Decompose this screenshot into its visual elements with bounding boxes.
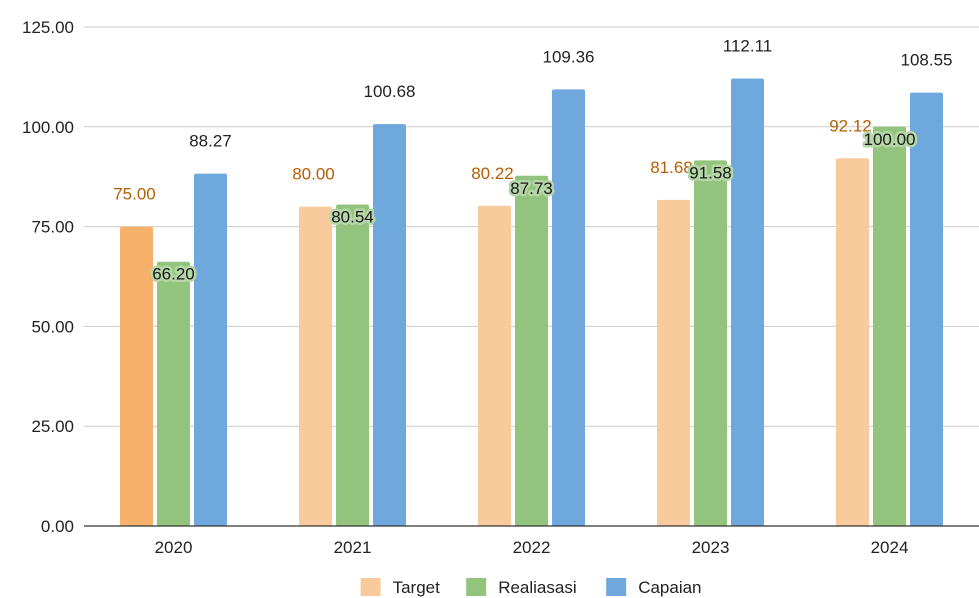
bar-target-2020 (120, 226, 153, 526)
bar-realiasasi-2020 (157, 261, 190, 526)
bar-target-2024 (836, 158, 869, 526)
data-labels: 75.00 66.20 88.27 80.00 80.54 100.68 80.2287.7… (113, 36, 953, 286)
data-label-target-2023: 81.68 (650, 158, 693, 177)
data-label-capaian-2024: 108.55 (901, 51, 953, 70)
y-tick-label: 25.00 (31, 417, 74, 436)
legend-label-capaian: Capaian (638, 578, 701, 597)
legend-swatch-realiasasi (466, 578, 487, 596)
data-label-target-2020: 75.00 (113, 185, 156, 204)
y-tick-label: 100.00 (22, 118, 74, 137)
data-label-target-2021: 80.00 (292, 165, 335, 184)
data-label-capaian-2022: 109.36 (543, 47, 595, 66)
legend: Target Realiasasi Capaian (360, 578, 702, 597)
bar-capaian-2024 (910, 92, 943, 527)
x-axis-tick-labels: 2020 2021 2022 2023 2024 (155, 538, 909, 557)
legend-swatch-target (360, 578, 381, 596)
bar-capaian-2021 (373, 124, 406, 526)
x-tick-label: 2021 (334, 538, 372, 557)
bar-realiasasi-2022 (515, 175, 548, 526)
x-tick-label: 2022 (513, 538, 551, 557)
bars (120, 78, 943, 527)
data-label-realiasasi-2020: 66.20 (152, 265, 195, 284)
legend-label-realiasasi: Realiasasi (498, 578, 576, 597)
data-label-realiasasi-2023: 91.58 (689, 163, 732, 182)
data-label-realiasasi-2021: 80.54 (331, 207, 374, 226)
x-tick-label: 2020 (155, 538, 193, 557)
bar-target-2021 (299, 206, 332, 526)
bar-capaian-2020 (194, 173, 227, 526)
data-label-realiasasi-2022: 87.73 (510, 179, 553, 198)
y-tick-label: 125.00 (22, 18, 74, 37)
legend-swatch-capaian (606, 578, 627, 596)
y-tick-label: 50.00 (31, 317, 74, 336)
data-label-capaian-2021: 100.68 (364, 82, 416, 101)
y-axis-tick-labels: 0.00 25.00 50.00 75.00 100.00 125.00 (22, 18, 74, 536)
bar-capaian-2022 (552, 89, 585, 527)
y-tick-label: 0.00 (41, 517, 74, 536)
data-label-target-2024: 92.12 (829, 116, 872, 135)
data-label-capaian-2023: 112.11 (723, 36, 772, 55)
bar-capaian-2023 (731, 78, 764, 526)
data-label-capaian-2020: 88.27 (189, 132, 232, 151)
bar-target-2022 (478, 205, 511, 526)
data-label-target-2022: 80.22 (471, 164, 514, 183)
data-label-realiasasi-2024: 100.00 (864, 130, 916, 149)
x-tick-label: 2023 (692, 538, 730, 557)
bar-target-2023 (657, 199, 690, 526)
y-tick-label: 75.00 (31, 218, 74, 237)
legend-label-target: Target (393, 578, 441, 597)
bar-realiasasi-2021 (336, 204, 369, 526)
bar-realiasasi-2024 (873, 126, 906, 527)
bar-realiasasi-2023 (694, 160, 727, 526)
x-tick-label: 2024 (871, 538, 909, 557)
